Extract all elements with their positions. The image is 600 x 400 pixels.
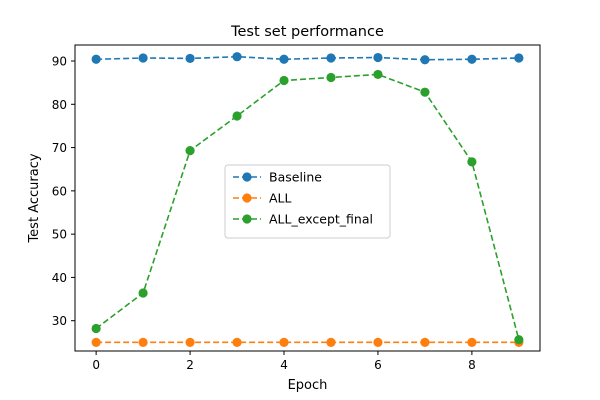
legend-label: ALL_except_final: [269, 212, 373, 227]
data-point: [514, 335, 524, 345]
legend-item: ALL_except_final: [233, 212, 373, 227]
data-point: [185, 146, 195, 156]
data-point: [514, 53, 524, 63]
data-point: [138, 53, 148, 63]
series-line: [96, 55, 519, 61]
data-point: [138, 337, 148, 347]
x-tick-label: 4: [280, 358, 288, 372]
data-point: [326, 337, 336, 347]
legend-marker: [242, 214, 252, 224]
data-point: [138, 288, 148, 298]
legend-box: [224, 164, 391, 239]
data-point: [326, 53, 336, 63]
y-tick-label: 80: [52, 98, 67, 112]
plot-frame: [74, 44, 541, 352]
y-axis-label: Test Accuracy: [27, 153, 42, 243]
series-Baseline: [91, 52, 524, 65]
y-tick-label: 70: [52, 141, 67, 155]
data-point: [91, 337, 101, 347]
data-point: [467, 54, 477, 64]
x-axis-label: Epoch: [288, 378, 328, 393]
y-tick-label: 40: [52, 271, 67, 285]
y-tick-label: 60: [52, 184, 67, 198]
y-tick-label: 30: [52, 314, 67, 328]
legend-marker: [242, 172, 252, 182]
data-point: [326, 72, 336, 83]
data-point: [467, 157, 477, 167]
data-point: [185, 53, 195, 64]
legend-item: ALL: [233, 191, 292, 206]
legend-item: Baseline: [233, 170, 322, 185]
legend-label: Baseline: [269, 170, 322, 185]
series-layer: [91, 52, 524, 347]
data-point: [373, 69, 383, 80]
data-point: [279, 337, 289, 347]
y-tick-label: 50: [52, 228, 67, 242]
series-ALL: [91, 337, 524, 347]
data-point: [373, 52, 383, 63]
data-point: [232, 337, 242, 347]
data-point: [91, 54, 101, 64]
data-point: [185, 337, 195, 347]
data-point: [91, 323, 101, 334]
data-point: [467, 337, 477, 347]
y-tick-label: 90: [52, 55, 67, 69]
y-axis: 30 40 50 60 70 80 90: [52, 55, 75, 328]
chart-title: Test set performance: [230, 24, 384, 40]
data-point: [279, 54, 289, 64]
data-point: [420, 337, 430, 347]
data-point: [420, 55, 430, 65]
data-point: [420, 87, 430, 97]
x-tick-label: 8: [468, 358, 476, 372]
data-point: [373, 337, 383, 347]
series-ALL_except_final: [91, 69, 524, 345]
x-tick-label: 0: [92, 358, 100, 372]
legend: Baseline ALL ALL_except_final: [224, 164, 391, 239]
data-point: [279, 75, 289, 86]
legend-marker: [242, 193, 252, 203]
data-point: [232, 52, 242, 62]
x-axis: 0 2 4 6 8: [92, 351, 476, 372]
x-tick-label: 2: [186, 358, 194, 372]
legend-label: ALL: [269, 191, 292, 206]
x-tick-label: 6: [374, 358, 382, 372]
data-point: [232, 111, 242, 121]
